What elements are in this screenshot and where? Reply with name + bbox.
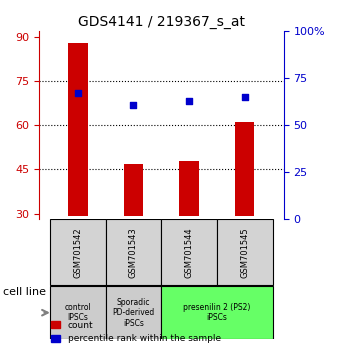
Text: GSM701542: GSM701542 xyxy=(73,228,82,278)
FancyBboxPatch shape xyxy=(161,219,217,285)
FancyBboxPatch shape xyxy=(106,286,161,339)
Text: control
IPSCs: control IPSCs xyxy=(64,303,91,322)
Point xyxy=(186,98,192,104)
Title: GDS4141 / 219367_s_at: GDS4141 / 219367_s_at xyxy=(78,15,245,29)
FancyBboxPatch shape xyxy=(161,286,273,339)
Bar xyxy=(179,161,199,216)
Bar xyxy=(124,164,143,216)
Text: Sporadic
PD-derived
iPSCs: Sporadic PD-derived iPSCs xyxy=(112,298,155,327)
Point xyxy=(242,95,248,100)
Point xyxy=(75,91,81,96)
Bar xyxy=(68,43,87,216)
FancyBboxPatch shape xyxy=(217,219,273,285)
Text: presenilin 2 (PS2)
iPSCs: presenilin 2 (PS2) iPSCs xyxy=(183,303,251,322)
FancyBboxPatch shape xyxy=(106,219,161,285)
Text: GSM701544: GSM701544 xyxy=(185,228,193,278)
FancyBboxPatch shape xyxy=(50,286,106,339)
Text: GSM701543: GSM701543 xyxy=(129,228,138,278)
Bar xyxy=(235,122,254,216)
Text: cell line: cell line xyxy=(3,287,46,297)
Legend: count, percentile rank within the sample: count, percentile rank within the sample xyxy=(49,318,223,346)
FancyBboxPatch shape xyxy=(50,219,106,285)
Text: GSM701545: GSM701545 xyxy=(240,228,249,278)
Point xyxy=(131,102,136,108)
